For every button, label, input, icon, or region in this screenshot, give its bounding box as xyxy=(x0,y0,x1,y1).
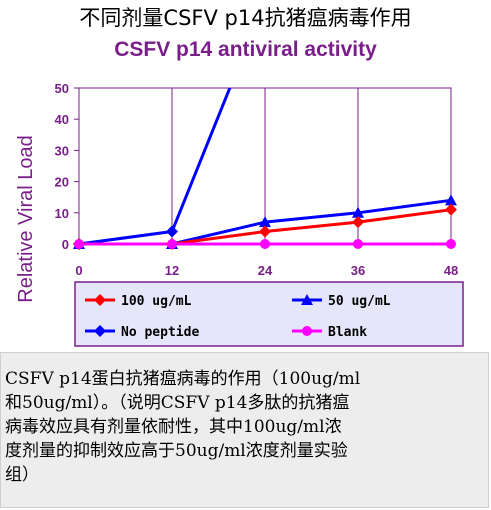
y-tick-label: 10 xyxy=(55,206,69,221)
y-tick-label: 30 xyxy=(55,143,69,158)
data-point xyxy=(166,225,178,238)
legend-marker xyxy=(94,325,106,337)
data-point xyxy=(74,239,84,249)
legend-box xyxy=(74,281,464,347)
legend-label: 100 ug/mL xyxy=(121,294,192,309)
x-tick-label: 24 xyxy=(258,263,273,278)
data-point xyxy=(445,203,457,216)
legend-marker xyxy=(301,294,313,305)
legend-label: No peptide xyxy=(121,325,199,340)
legend-marker xyxy=(302,326,312,336)
x-tick-label: 12 xyxy=(165,263,179,278)
legend-marker xyxy=(94,294,106,306)
caption-line: 组） xyxy=(5,465,39,485)
caption-box: CSFV p14蛋白抗猪瘟病毒的作用（100ug/ml 和50ug/ml）。（说… xyxy=(0,352,489,508)
data-point xyxy=(352,216,364,229)
legend-label: 50 ug/mL xyxy=(328,294,391,309)
data-point xyxy=(259,216,271,228)
y-tick-label: 40 xyxy=(55,112,69,127)
caption-line: CSFV p14蛋白抗猪瘟病毒的作用（100ug/ml xyxy=(5,369,361,389)
x-tick-label: 0 xyxy=(75,263,82,278)
chinese-title: 不同剂量CSFV p14抗猪瘟病毒作用 xyxy=(79,6,412,30)
data-point xyxy=(353,239,363,249)
data-point xyxy=(259,225,271,238)
data-point xyxy=(167,239,177,249)
data-point xyxy=(446,239,456,249)
legend-label: Blank xyxy=(328,325,367,340)
caption-line: 度剂量的抑制效应高于50ug/ml浓度剂量实验 xyxy=(5,441,348,461)
y-tick-label: 0 xyxy=(62,237,69,252)
data-point xyxy=(260,239,270,249)
x-tick-label: 36 xyxy=(351,263,365,278)
data-point xyxy=(445,194,457,206)
y-tick-label: 50 xyxy=(55,81,69,96)
y-axis-label: Relative Viral Load xyxy=(15,135,37,303)
english-title: CSFV p14 antiviral activity xyxy=(114,38,377,61)
y-tick-label: 20 xyxy=(55,175,69,190)
caption-line: 和50ug/ml）。（说明CSFV p14多肽的抗猪瘟 xyxy=(5,393,350,413)
x-tick-label: 48 xyxy=(444,263,458,278)
data-point xyxy=(352,206,364,218)
caption-line: 病毒效应具有剂量依耐性，其中100ug/ml浓 xyxy=(5,417,342,437)
